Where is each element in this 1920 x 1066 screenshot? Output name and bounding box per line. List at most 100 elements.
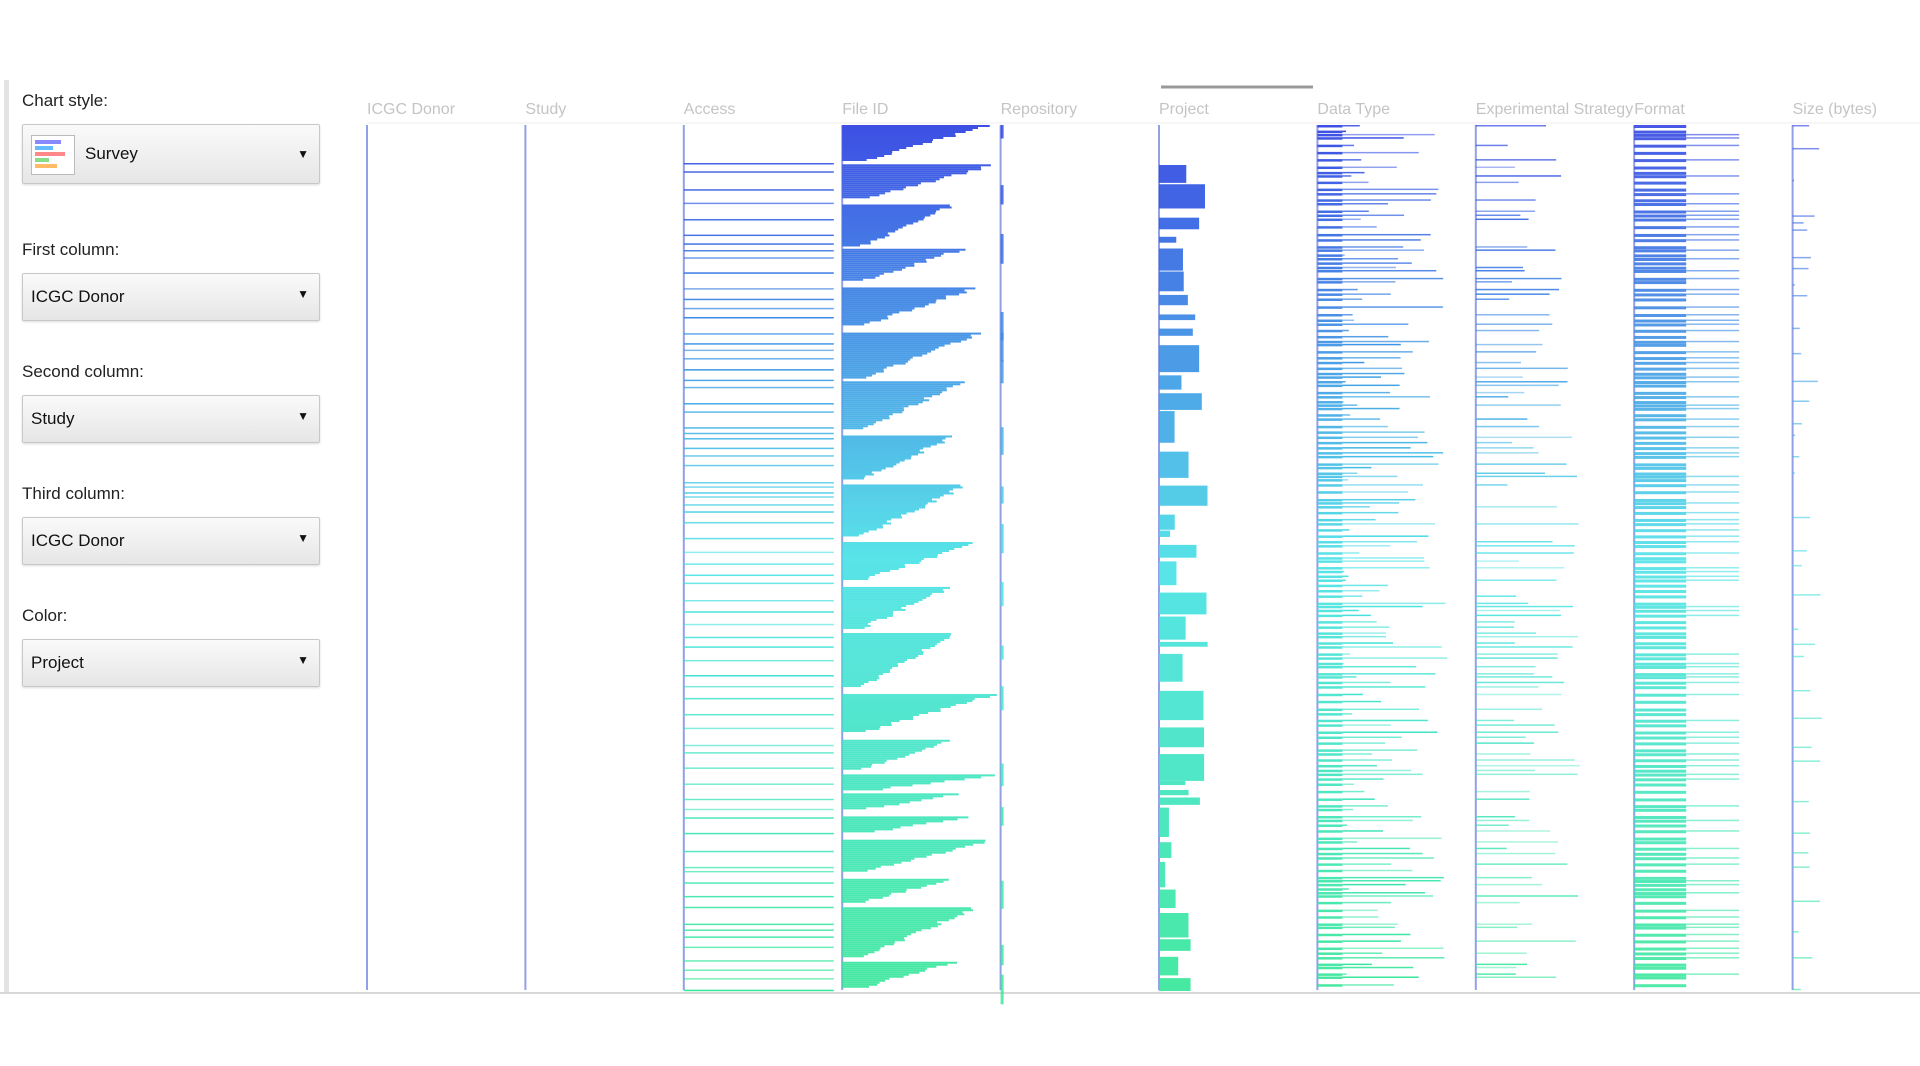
survey-bar bbox=[1634, 570, 1687, 574]
survey-bar bbox=[1159, 956, 1179, 976]
survey-bar bbox=[1634, 837, 1687, 841]
survey-bar bbox=[1686, 491, 1740, 493]
survey-bar bbox=[842, 352, 928, 355]
survey-bar bbox=[1000, 360, 1004, 384]
survey-bar bbox=[1342, 957, 1445, 959]
survey-bar bbox=[842, 264, 915, 267]
survey-bar bbox=[1317, 819, 1343, 823]
survey-bar bbox=[1634, 947, 1687, 951]
survey-bar bbox=[1634, 214, 1687, 218]
survey-bar bbox=[842, 971, 920, 974]
survey-bar bbox=[683, 574, 834, 577]
survey-bar bbox=[842, 268, 902, 271]
survey-bar bbox=[842, 362, 906, 365]
survey-bar bbox=[1634, 199, 1687, 203]
survey-bar bbox=[1634, 805, 1687, 809]
survey-bar bbox=[842, 234, 890, 237]
survey-bar bbox=[842, 437, 946, 440]
survey-bar bbox=[1317, 404, 1343, 407]
survey-bar bbox=[1634, 753, 1687, 757]
survey-bar bbox=[1317, 676, 1343, 679]
survey-bar bbox=[842, 180, 936, 183]
survey-bar bbox=[1000, 582, 1004, 607]
survey-bar bbox=[683, 978, 834, 980]
survey-bar bbox=[842, 659, 908, 662]
survey-bar bbox=[1159, 248, 1183, 271]
survey-bar bbox=[683, 817, 834, 819]
survey-bar bbox=[1634, 171, 1687, 175]
survey-bar bbox=[842, 309, 913, 312]
survey-bar bbox=[842, 397, 924, 400]
survey-bar bbox=[1342, 952, 1383, 954]
first-column-dropdown[interactable]: ICGC Donor ▼ bbox=[22, 273, 320, 321]
survey-bar bbox=[842, 925, 938, 928]
survey-bar bbox=[1634, 646, 1687, 650]
survey-bar bbox=[683, 659, 834, 662]
survey-bar bbox=[1342, 724, 1391, 726]
survey-bar bbox=[1475, 323, 1553, 325]
survey-bar bbox=[1686, 957, 1740, 959]
survey-bar bbox=[842, 941, 895, 944]
survey-bar bbox=[683, 537, 834, 540]
survey-bar bbox=[842, 346, 939, 349]
survey-bar bbox=[1342, 646, 1442, 648]
survey-bar bbox=[1475, 391, 1525, 394]
survey-bar bbox=[1686, 909, 1740, 912]
survey-bar bbox=[1342, 210, 1369, 213]
survey-bar bbox=[1634, 133, 1687, 137]
survey-bar bbox=[1634, 857, 1687, 861]
survey-bar bbox=[842, 845, 966, 848]
survey-bar bbox=[842, 975, 904, 978]
survey-bar bbox=[842, 242, 871, 245]
survey-bar bbox=[1634, 396, 1687, 400]
survey-bar bbox=[1634, 909, 1687, 913]
survey-bar bbox=[1342, 436, 1418, 439]
survey-bar bbox=[683, 582, 834, 585]
survey-bar bbox=[1317, 203, 1343, 206]
survey-bar bbox=[1686, 226, 1740, 228]
survey-bar bbox=[842, 473, 875, 476]
color-dropdown[interactable]: Project ▼ bbox=[22, 639, 320, 687]
survey-bar bbox=[683, 752, 834, 754]
survey-bar bbox=[1475, 852, 1556, 855]
survey-bar bbox=[1159, 411, 1175, 443]
survey-bar bbox=[1317, 226, 1343, 229]
survey-bar bbox=[1342, 226, 1377, 228]
survey-bar bbox=[1475, 876, 1532, 879]
survey-bar bbox=[1317, 769, 1343, 773]
survey-bar bbox=[1000, 233, 1004, 264]
survey-bar bbox=[842, 637, 950, 640]
survey-bar bbox=[1159, 913, 1189, 938]
survey-bar bbox=[1634, 372, 1687, 376]
survey-bar bbox=[1634, 277, 1687, 281]
survey-bar bbox=[1317, 384, 1343, 388]
survey-bar bbox=[1342, 484, 1423, 486]
survey-bar bbox=[842, 763, 873, 766]
survey-bar bbox=[842, 588, 944, 591]
third-column-dropdown[interactable]: ICGC Donor ▼ bbox=[22, 517, 320, 565]
survey-bar bbox=[1342, 269, 1437, 272]
survey-bar bbox=[842, 411, 903, 414]
survey-bar bbox=[1317, 963, 1343, 967]
survey-bar bbox=[1342, 529, 1350, 531]
survey-bar bbox=[842, 701, 967, 704]
survey-bar bbox=[1634, 288, 1687, 292]
survey-bar bbox=[1159, 690, 1204, 721]
chart-style-dropdown[interactable]: Survey ▼ bbox=[22, 124, 320, 184]
survey-bar bbox=[1686, 529, 1740, 531]
survey-bar bbox=[842, 492, 954, 495]
survey-bar bbox=[1342, 579, 1346, 581]
survey-bar bbox=[1342, 447, 1411, 449]
survey-bar bbox=[1792, 179, 1795, 182]
survey-bar bbox=[1634, 210, 1687, 214]
survey-bar bbox=[1342, 819, 1413, 822]
survey-bar bbox=[842, 890, 906, 893]
survey-bar bbox=[1634, 895, 1687, 899]
survey-bar bbox=[1475, 552, 1574, 554]
survey-bar bbox=[683, 929, 834, 931]
survey-bar bbox=[842, 194, 880, 197]
survey-bar bbox=[1317, 357, 1343, 360]
survey-bar bbox=[842, 443, 937, 446]
survey-bar bbox=[842, 983, 878, 986]
second-column-dropdown[interactable]: Study ▼ bbox=[22, 395, 320, 443]
